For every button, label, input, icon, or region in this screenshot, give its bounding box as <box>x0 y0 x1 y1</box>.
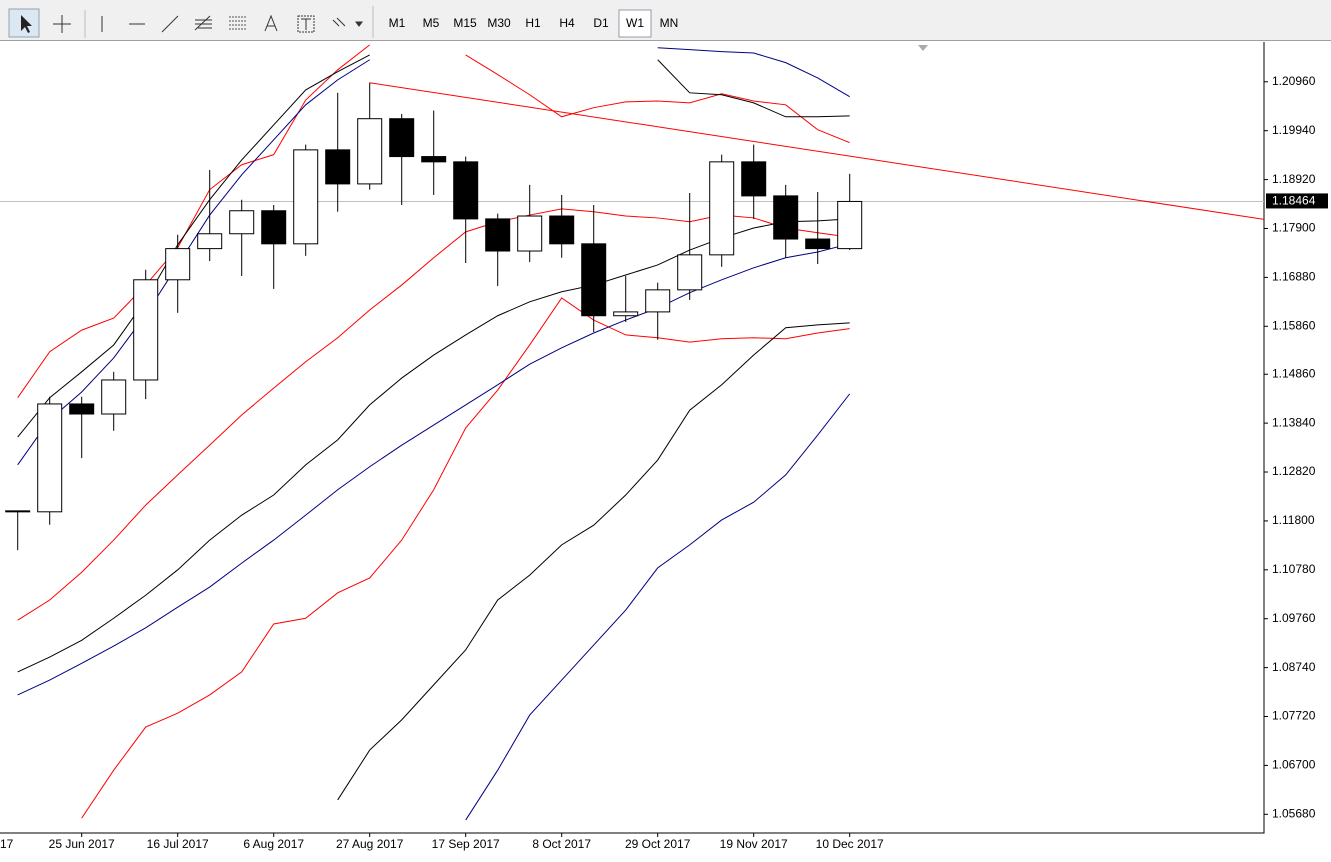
axis-frame <box>0 42 1265 834</box>
crosshair-icon[interactable] <box>53 15 71 33</box>
text-icon[interactable] <box>264 14 278 32</box>
y-tick-label: 1.12820 <box>1272 464 1316 478</box>
timeframe-button[interactable]: M30 <box>487 16 511 30</box>
indicator-line <box>465 393 851 821</box>
timeframe-button[interactable]: MN <box>660 16 679 30</box>
candle-body <box>517 215 543 252</box>
timeframe-button[interactable]: M1 <box>389 16 406 30</box>
y-tick-label: 1.10780 <box>1272 562 1316 576</box>
shift-marker <box>918 45 928 51</box>
y-tick-label: 1.11800 <box>1272 513 1315 527</box>
candle-body <box>581 243 607 317</box>
indicator-line <box>17 243 850 696</box>
candle-body <box>709 161 735 256</box>
x-tick-label: 10 Dec 2017 <box>816 837 884 851</box>
fibo-icon[interactable] <box>229 16 247 30</box>
indicator-line <box>337 322 850 801</box>
indicator-line <box>17 54 850 438</box>
x-tick-label: 27 Aug 2017 <box>336 837 404 851</box>
candle-body <box>837 200 863 250</box>
y-tick-label: 1.05680 <box>1272 806 1316 820</box>
plot <box>0 44 1264 821</box>
plot-area <box>0 42 1264 833</box>
timeframe-button[interactable]: M15 <box>453 16 477 30</box>
candle-body <box>389 118 415 158</box>
y-tick-label: 1.14860 <box>1272 366 1316 380</box>
timeframe-button[interactable]: H1 <box>525 16 541 30</box>
x-tick-label-clipped: 17 <box>0 837 14 851</box>
timeframe-button[interactable]: D1 <box>593 16 609 30</box>
y-tick-label: 1.07720 <box>1272 709 1316 723</box>
x-tick-label: 8 Oct 2017 <box>532 837 591 851</box>
candle-body <box>5 510 31 513</box>
candle-body <box>549 215 575 245</box>
candle-body <box>613 311 639 317</box>
candle-body <box>101 379 127 415</box>
candle-body <box>645 289 671 313</box>
label-icon[interactable] <box>297 15 315 33</box>
y-tick-label: 1.20960 <box>1272 74 1316 88</box>
indicator-line <box>81 297 850 819</box>
indicator-line <box>17 47 850 466</box>
candle-body <box>677 254 703 291</box>
candle-body <box>37 403 63 513</box>
label-icon-t <box>301 18 311 30</box>
timeframe-button[interactable]: H4 <box>559 16 575 30</box>
y-tick-label: 1.17900 <box>1272 221 1316 235</box>
toolbar-icons: M1 M5 M15 M30 H1 H4 D1 W1 MN <box>8 6 679 38</box>
x-tick-label: 6 Aug 2017 <box>243 837 304 851</box>
candle-body <box>485 218 511 252</box>
channel-icon[interactable] <box>194 15 212 31</box>
candle-body <box>773 195 799 240</box>
timeframe-button[interactable]: M5 <box>423 16 440 30</box>
indicator-line <box>17 44 850 398</box>
y-tick-label: 1.19940 <box>1272 123 1316 137</box>
timeframe-button[interactable]: W1 <box>626 16 644 30</box>
y-tick-label: 1.13840 <box>1272 415 1316 429</box>
candle-body <box>805 238 831 250</box>
y-tick-label: 1.08740 <box>1272 660 1316 674</box>
x-tick-label: 29 Oct 2017 <box>625 837 691 851</box>
candle-body <box>293 149 319 245</box>
current-price-box <box>1266 193 1328 209</box>
x-tick-label: 19 Nov 2017 <box>720 837 788 851</box>
y-tick-label: 1.06700 <box>1272 758 1316 772</box>
current-price-label: 1.18464 <box>1272 194 1316 208</box>
cursor-icon <box>21 15 32 33</box>
candle-body <box>69 403 95 415</box>
candle-body <box>453 161 479 220</box>
y-tick-label: 1.15860 <box>1272 318 1316 332</box>
y-tick-label: 1.18920 <box>1272 172 1316 186</box>
trendline <box>369 82 1264 220</box>
candle-body <box>421 156 447 163</box>
arrows-icon[interactable] <box>332 17 363 27</box>
candle-body <box>741 161 767 197</box>
candle-body <box>325 149 351 185</box>
x-tick-label: 17 Sep 2017 <box>432 837 500 851</box>
y-tick-label: 1.16880 <box>1272 270 1316 284</box>
candle-body <box>261 210 287 245</box>
candle-body <box>197 233 223 250</box>
timeframe-active-bg <box>618 9 652 38</box>
candle-body <box>229 210 255 235</box>
candle-body <box>357 118 383 185</box>
y-tick-label: 1.09760 <box>1272 611 1316 625</box>
trend-line-icon[interactable] <box>161 15 179 33</box>
candle-body <box>133 279 159 381</box>
candle-body <box>165 248 191 281</box>
toolbar: M1 M5 M15 M30 H1 H4 D1 W1 MN <box>0 0 1331 41</box>
x-tick-label: 16 Jul 2017 <box>147 837 209 851</box>
x-tick-label: 25 Jun 2017 <box>49 837 115 851</box>
